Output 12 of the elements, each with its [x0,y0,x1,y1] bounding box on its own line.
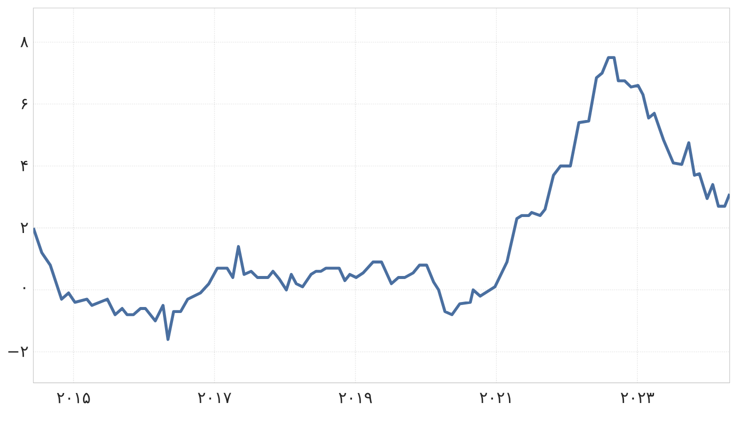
x-tick-label: ۲۰۲۳ [620,392,654,404]
y-tick-label: ۸ [20,37,28,48]
y-tick-label: ۲ [20,222,28,234]
y-tick-label: ۰ [23,287,26,290]
x-tick-label: ۲۰۱۵ [56,392,90,404]
line-series [33,56,730,342]
y-tick-label: −۲ [8,346,28,358]
x-tick-label: ۲۰۱۹ [338,392,372,404]
x-tick-label: ۲۰۲۱ [480,392,510,404]
y-tick-label: ۴ [20,160,28,172]
x-tick-label: ۲۰۱۷ [198,392,232,404]
y-tick-label: ۶ [22,98,28,110]
